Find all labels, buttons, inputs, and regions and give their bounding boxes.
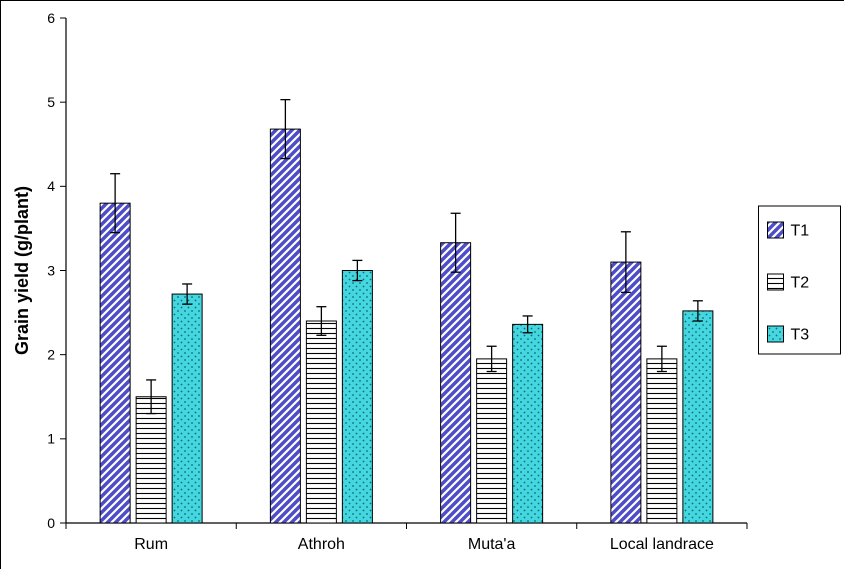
y-tick-label: 6 [47, 10, 55, 26]
bar-T3-3 [682, 310, 714, 524]
bar-T2-3 [646, 358, 678, 524]
legend-label-T1: T1 [791, 223, 810, 240]
bar-T3-1 [341, 270, 373, 524]
y-tick-label: 5 [47, 94, 55, 110]
bar-T1-3 [610, 261, 642, 524]
legend-label-T3: T3 [791, 327, 810, 344]
legend-swatch-T2 [767, 273, 784, 291]
legend-label-T2: T2 [791, 275, 810, 292]
y-tick-label: 0 [47, 515, 55, 531]
bar-T2-0 [135, 396, 167, 524]
bar-T3-2 [512, 323, 544, 524]
x-category-label: Local landrace [610, 536, 714, 553]
y-tick-label: 1 [47, 431, 55, 447]
x-category-label: Muta'a [468, 536, 516, 553]
x-category-label: Rum [134, 536, 168, 553]
bar-T1-0 [99, 202, 131, 524]
bar-T3-0 [171, 293, 203, 524]
y-tick-label: 4 [47, 178, 55, 194]
y-tick-label: 2 [47, 347, 55, 363]
legend-swatch-T3 [767, 325, 784, 343]
bar-T2-2 [476, 358, 508, 524]
bar-T2-1 [305, 320, 337, 524]
y-tick-label: 3 [47, 262, 55, 278]
legend-swatch-T1 [767, 221, 784, 239]
y-axis-title: Grain yield (g/plant) [12, 186, 32, 355]
bar-T1-2 [440, 242, 472, 524]
bar-T1-1 [269, 128, 301, 524]
x-category-label: Athroh [298, 536, 345, 553]
